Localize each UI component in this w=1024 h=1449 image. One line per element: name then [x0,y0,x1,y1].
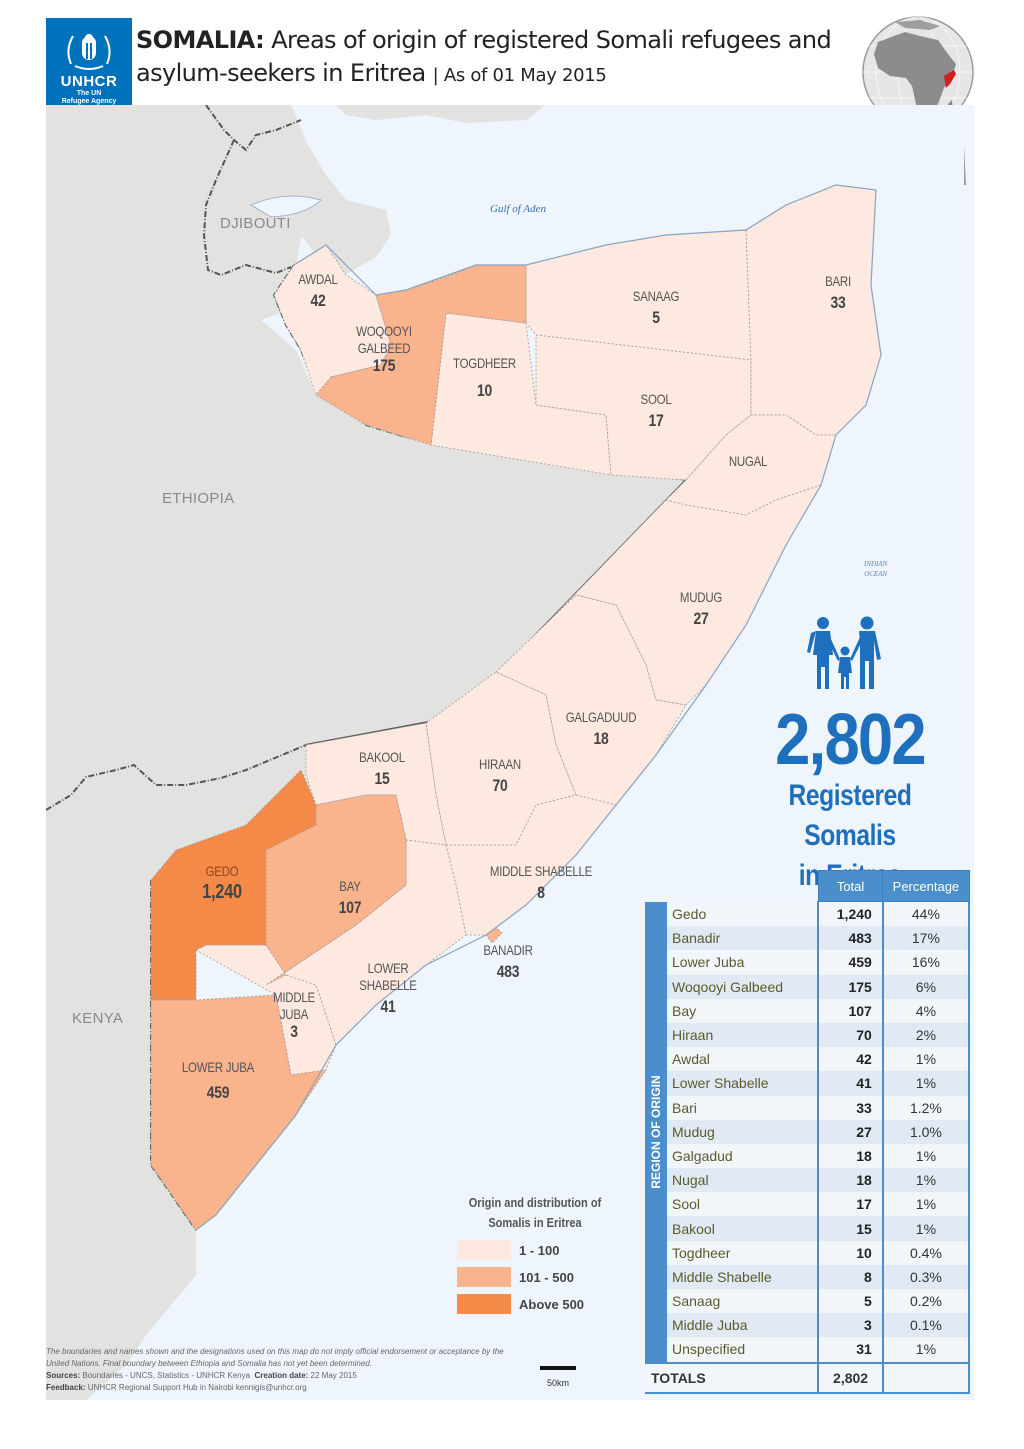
region-label-bakool[interactable]: BAKOOL 15 [359,749,405,788]
totals-row: TOTALS 2,802 [645,1361,971,1394]
date-label: | As of 01 May 2015 [432,65,607,86]
table-row: Lower Juba 459 16% [645,950,971,975]
table-row: Lower Shabelle 41 1% [645,1071,971,1096]
region-label-nugal[interactable]: NUGAL [728,453,768,469]
table-row: Sanaag 5 0.2% [645,1289,971,1314]
country-label-djibouti: DJIBOUTI [220,215,291,232]
legend-item-high: Above 500 [455,1294,615,1314]
region-of-origin-label: REGION OF ORIGIN [645,901,667,1363]
footer-notes: The boundaries and names shown and the d… [46,1346,526,1394]
table-row: REGION OF ORIGIN Gedo 1,240 44% [645,901,971,1363]
region-label-bay[interactable]: BAY 107 [338,878,362,917]
table-row: Awdal 42 1% [645,1047,971,1072]
table-row: Unspecified 31 1% [645,1337,971,1363]
table-row: Woqooyi Galbeed 175 6% [645,974,971,999]
region-label-awdal[interactable]: AWDAL 42 [298,271,338,310]
region-label-bari[interactable]: BARI 33 [825,273,851,312]
legend-item-low: 1 - 100 [455,1240,615,1260]
region-label-woqooyi-galbeed[interactable]: WOQOOYI GALBEED 175 [356,323,412,375]
table-row: Mudug 27 1.0% [645,1119,971,1144]
locator-globe [860,14,976,135]
table-row: Nugal 18 1% [645,1168,971,1193]
scale-bar: 50km [540,1366,576,1388]
total-summary: 2,802 Registered Somalis in Eritrea [720,615,980,896]
region-label-lower-juba[interactable]: LOWER JUBA 459 [181,1059,255,1102]
table-row: Middle Juba 3 0.1% [645,1313,971,1338]
region-label-banadir[interactable]: BANADIR 483 [483,942,533,981]
table-row: Bari 33 1.2% [645,1095,971,1120]
region-label-togdheer[interactable]: TOGDHEER 10 [453,355,516,400]
sources-line: Sources: Boundaries - UNCS, Statistics -… [46,1371,357,1380]
region-label-middle-juba[interactable]: MIDDLE JUBA 3 [273,989,315,1041]
sea-label-gulf-of-aden: Gulf of Aden [490,203,547,215]
unhcr-emblem-icon [67,34,111,70]
feedback-line: Feedback: UNHCR Regional Support Hub in … [46,1383,307,1392]
region-label-lower-shabelle[interactable]: LOWER SHABELLE 41 [359,960,417,1016]
country-label-ethiopia: ETHIOPIA [162,490,235,507]
family-icon [807,616,881,689]
region-label-gedo[interactable]: GEDO 1,240 [202,863,242,903]
table-row: Bakool 15 1% [645,1216,971,1241]
legend-swatch [457,1267,511,1287]
origin-table: Total Percentage REGION OF ORIGIN Gedo 1,… [645,870,971,1394]
region-label-mudug[interactable]: MUDUG 27 [679,589,723,628]
region-label-hiraan[interactable]: HIRAAN 70 [479,756,521,795]
legend-item-mid: 101 - 500 [455,1267,615,1287]
column-header-total[interactable]: Total [817,870,884,902]
table-row: Galgadud 18 1% [645,1143,971,1169]
column-header-percentage[interactable]: Percentage [882,870,970,902]
table-row: Bay 107 4% [645,998,971,1023]
region-label-sool[interactable]: SOOL 17 [640,391,672,430]
region-label-galgaduud[interactable]: GALGADUUD 18 [565,709,637,748]
table-row: Banadir 483 17% [645,926,971,951]
legend-swatch [457,1240,511,1260]
table-row: Togdheer 10 0.4% [645,1240,971,1265]
region-label-middle-shabelle[interactable]: MIDDLE SHABELLE 8 [489,863,593,902]
scale-bar-line [540,1366,576,1370]
table-row: Sool 17 1% [645,1192,971,1217]
region-label-sanaag[interactable]: SANAAG 5 [632,288,680,327]
country-label-kenya: KENYA [72,1010,124,1027]
sea-label-indian-ocean: INDIAN OCEAN [864,560,888,578]
page-title: SOMALIA: Areas of origin of registered S… [136,26,832,87]
total-count: 2,802 [775,700,927,780]
table-row: Middle Shabelle 8 0.3% [645,1264,971,1289]
map-legend: Origin and distribution of Somalis in Er… [455,1193,615,1314]
disclaimer-text: The boundaries and names shown and the d… [46,1347,504,1368]
table-row: Hiraan 70 2% [645,1022,971,1048]
legend-swatch [457,1294,511,1314]
